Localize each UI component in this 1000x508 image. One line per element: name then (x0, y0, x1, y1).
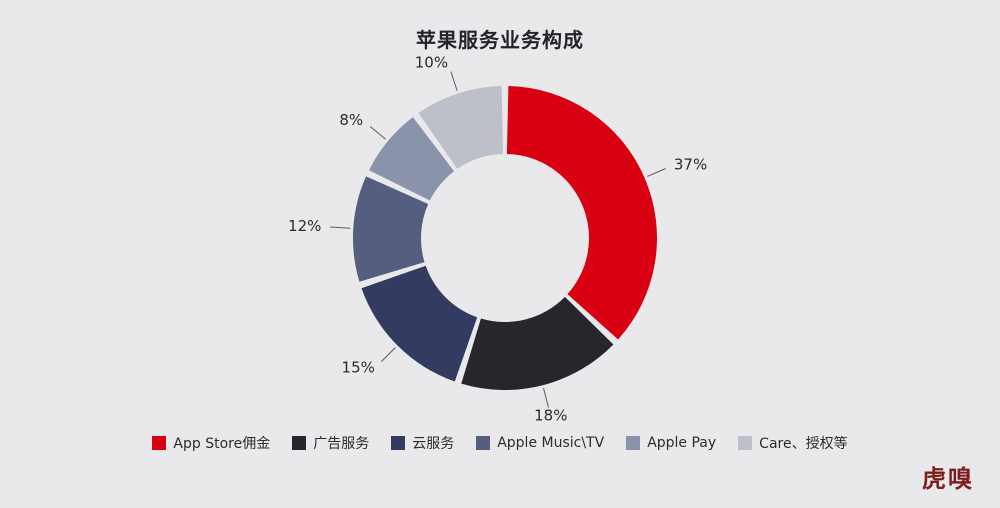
data-label-5: 10% (415, 54, 448, 72)
legend-swatch-icon (152, 436, 167, 450)
data-label-2: 15% (342, 359, 375, 377)
donut-slice-4[interactable] (369, 117, 455, 201)
label-leader-line (647, 168, 666, 177)
legend-item-4[interactable]: Apple Pay (626, 435, 716, 451)
donut-slice-0[interactable] (506, 86, 657, 340)
donut-slice-3[interactable] (352, 176, 429, 282)
legend-item-5[interactable]: Care、授权等 (738, 433, 848, 453)
label-leader-line (450, 71, 458, 91)
legend-label: Apple Pay (647, 435, 717, 451)
legend-item-3[interactable]: Apple Music\TV (476, 435, 604, 451)
donut-slice-1[interactable] (461, 296, 614, 391)
legend-label: 广告服务 (313, 436, 370, 452)
logo-huxiu: 虎嗅 (922, 464, 974, 493)
legend-label: Apple Music\TV (497, 435, 605, 451)
label-leader-line (380, 347, 396, 363)
legend-item-0[interactable]: App Store佣金 (152, 433, 270, 453)
data-label-1: 18% (534, 407, 567, 425)
chart-title: 苹果服务业务构成 (416, 28, 584, 52)
data-label-0: 37% (674, 155, 707, 173)
legend-label: Care、授权等 (759, 436, 848, 452)
donut-slice-2[interactable] (361, 265, 478, 382)
label-leader-line (543, 387, 549, 408)
label-leader-line (330, 226, 351, 229)
donut-slice-5[interactable] (418, 86, 504, 169)
legend-swatch-icon (476, 436, 491, 450)
data-label-4: 8% (339, 111, 363, 129)
legend-swatch-icon (738, 436, 753, 450)
legend-label: App Store佣金 (173, 436, 271, 452)
legend-swatch-icon (626, 436, 641, 450)
label-leader-line (369, 126, 386, 140)
legend-swatch-icon (391, 436, 406, 450)
legend-item-2[interactable]: 云服务 (391, 433, 454, 453)
data-label-3: 12% (288, 217, 321, 235)
legend-item-1[interactable]: 广告服务 (292, 433, 369, 453)
legend: App Store佣金 广告服务 云服务 Apple Music\TV Apple Pa… (0, 433, 1000, 453)
legend-label: 云服务 (412, 436, 455, 452)
legend-swatch-icon (292, 436, 307, 450)
